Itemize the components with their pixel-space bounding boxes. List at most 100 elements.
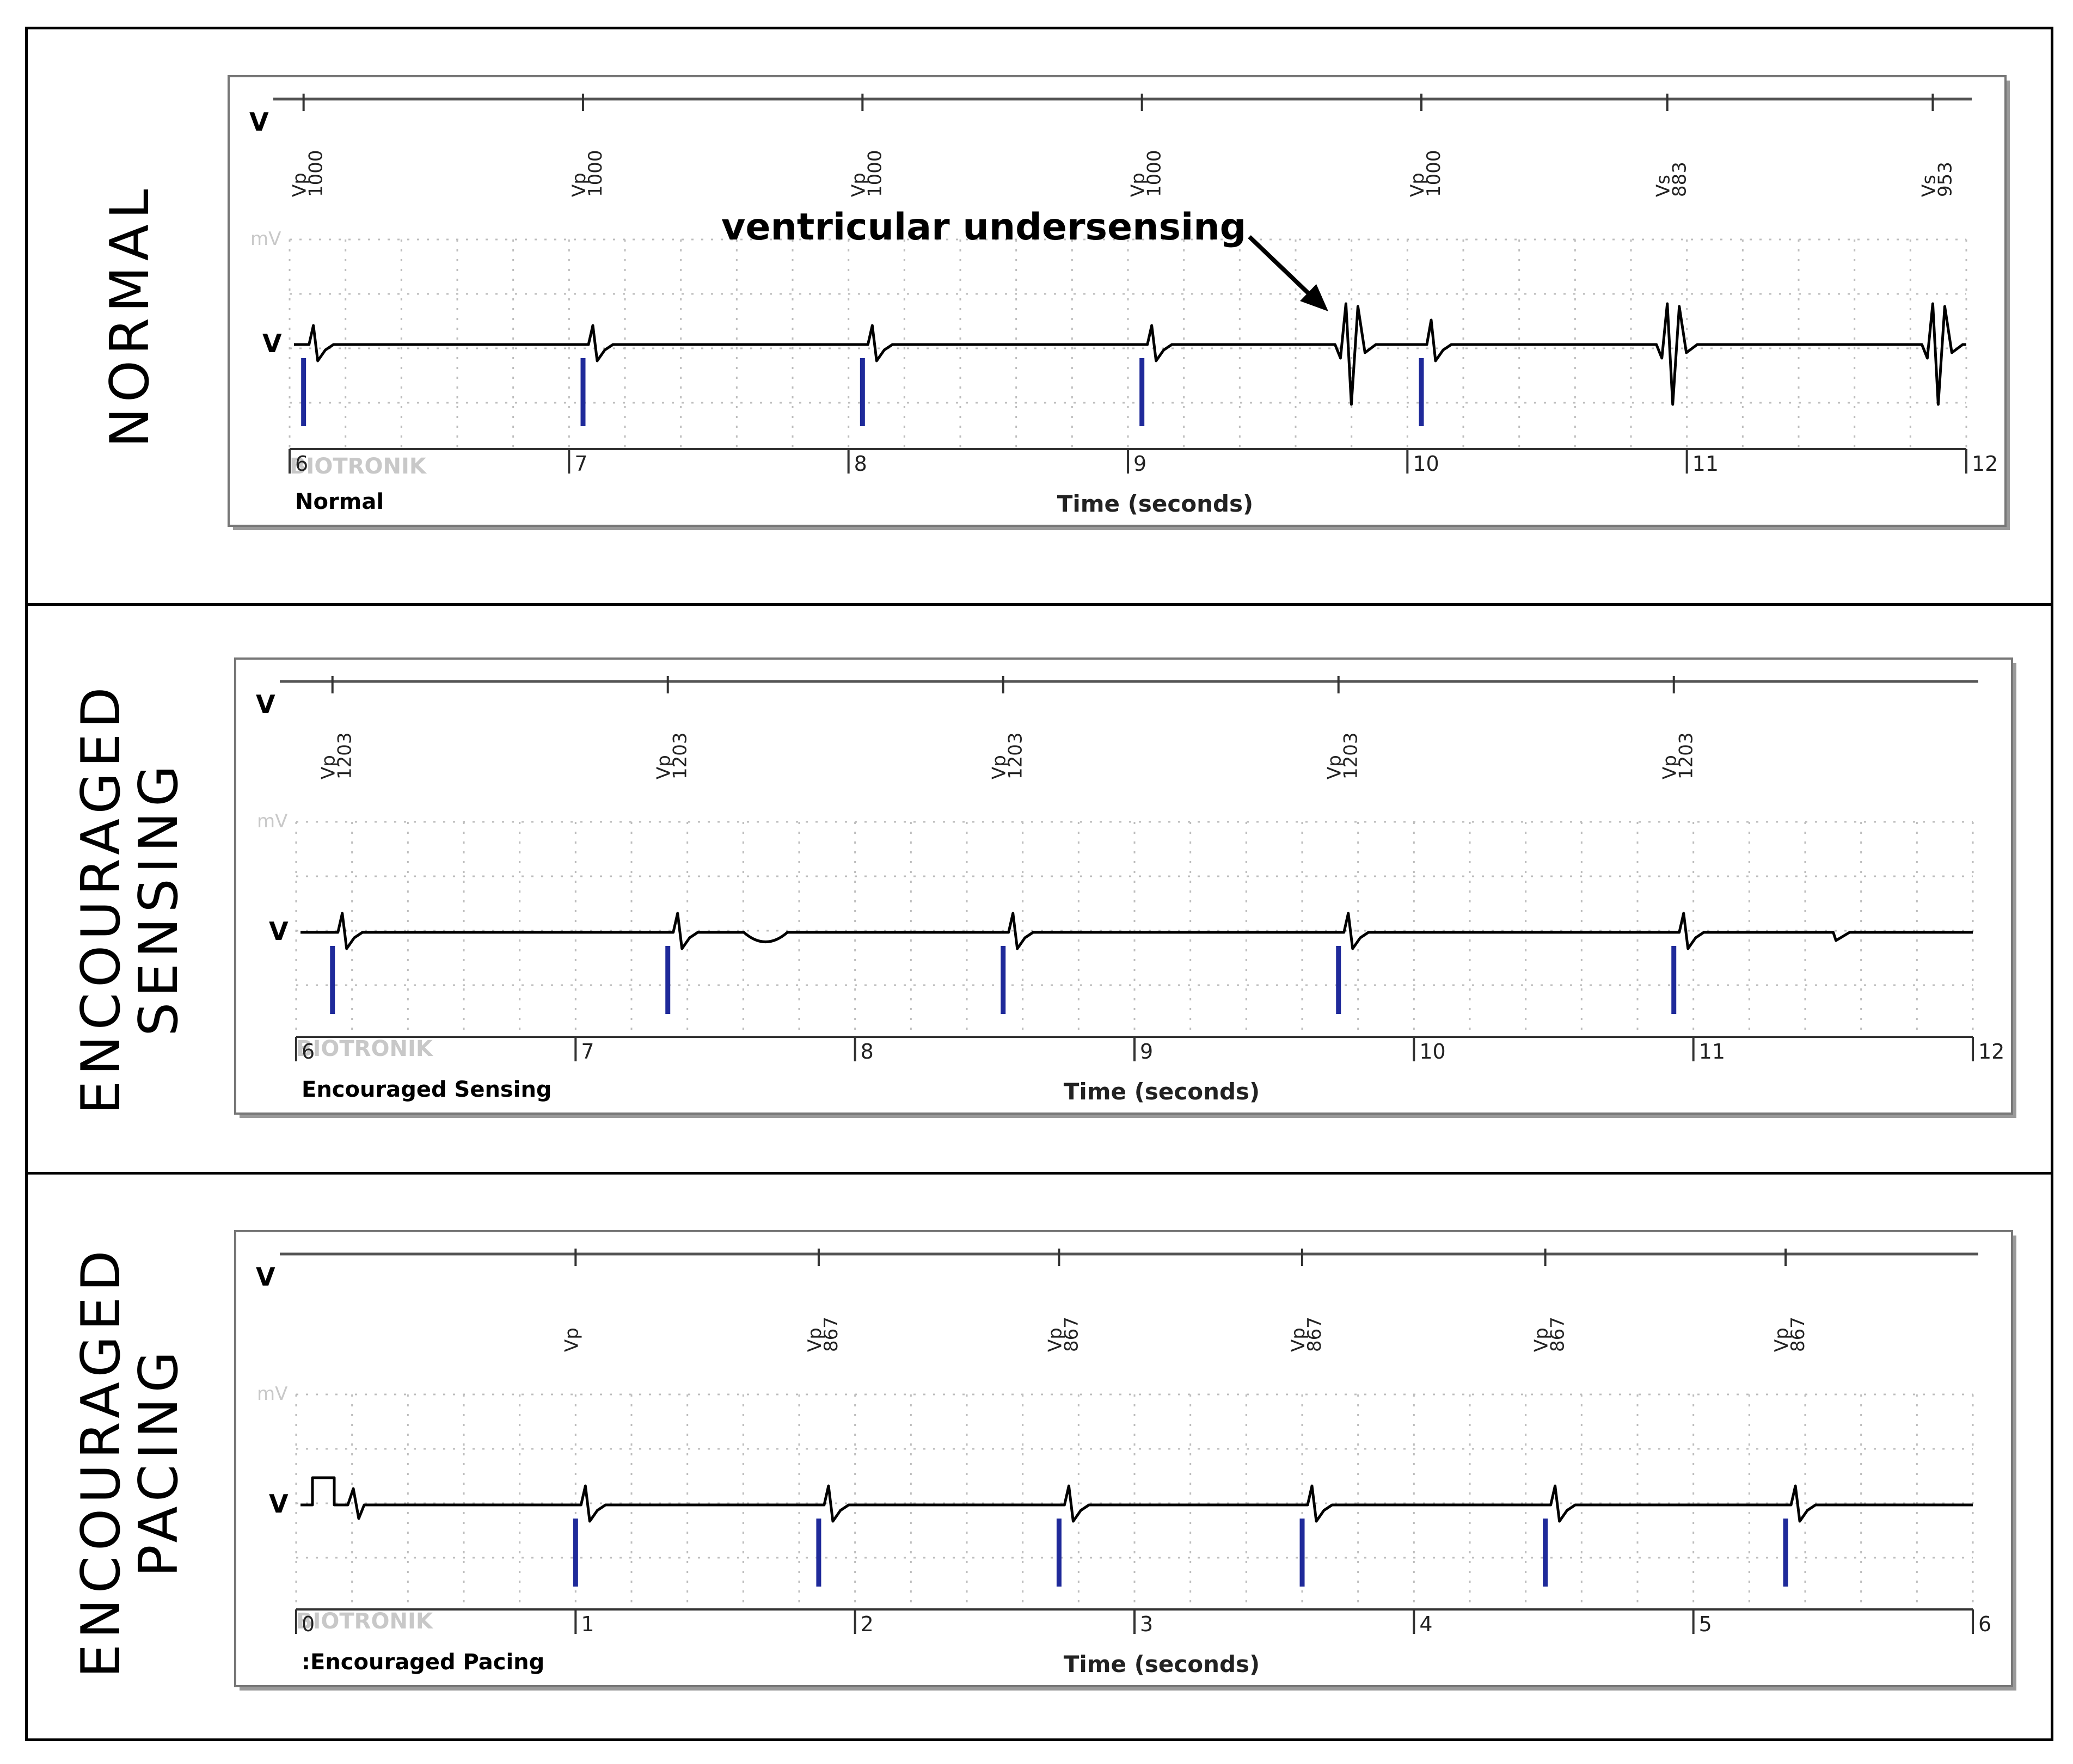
marker-interval: 867 (1304, 1317, 1326, 1352)
watermark-logo: BIOTRONIK (296, 1609, 434, 1634)
marker-type: Vp (289, 173, 311, 197)
time-axis-tick-label: 0 (302, 1612, 315, 1636)
marker-interval: 1000 (1423, 150, 1445, 197)
marker-channel-label: V (249, 107, 269, 137)
time-axis-tick-label: 8 (854, 452, 867, 476)
time-axis-tick-label: 3 (1140, 1612, 1153, 1636)
time-axis-tick-label: 6 (1978, 1612, 1991, 1636)
section-label-encouraged-pacing: ENCOURAGED PACING (70, 1245, 190, 1678)
time-axis-tick-label: 5 (1699, 1612, 1712, 1636)
marker-type: Vp (1531, 1327, 1553, 1352)
time-axis-tick-label: 11 (1699, 1040, 1725, 1064)
time-axis-tick-label: 10 (1419, 1040, 1445, 1064)
marker-type: Vp (1127, 173, 1149, 197)
unit-label: mV (257, 1383, 287, 1405)
marker-type: Vp (1044, 1327, 1066, 1352)
time-axis-tick-label: 4 (1419, 1612, 1432, 1636)
trace-channel-label: V (269, 1489, 289, 1519)
section-label-encouraged-sensing: ENCOURAGED SENSING (70, 681, 190, 1115)
marker-interval: 1000 (305, 150, 327, 197)
time-axis-label: Time (seconds) (1057, 490, 1254, 517)
ecg-trace (300, 912, 1973, 950)
time-axis-tick-label: 6 (302, 1040, 315, 1064)
mode-label: :Encouraged Pacing (302, 1650, 544, 1675)
marker-type: Vp (568, 173, 590, 197)
time-axis-tick-label: 6 (295, 452, 308, 476)
marker-interval: 883 (1669, 162, 1691, 197)
time-axis-tick-label: 12 (1972, 452, 1998, 476)
time-axis-label: Time (seconds) (1064, 1078, 1260, 1105)
time-axis-tick-label: 12 (1978, 1040, 2004, 1064)
marker-type: Vp (318, 755, 340, 779)
time-axis-tick-label: 7 (581, 1040, 594, 1064)
marker-type: Vp (1287, 1327, 1309, 1352)
marker-type: Vs (1653, 175, 1675, 197)
time-axis-tick-label: 2 (861, 1612, 874, 1636)
marker-interval: 1203 (1340, 732, 1362, 779)
marker-type: Vp (1659, 755, 1681, 779)
marker-type: Vp (653, 755, 675, 779)
strip-frame (228, 75, 2007, 527)
marker-type: Vp (848, 173, 869, 197)
ecg-trace (294, 302, 1966, 406)
time-axis-tick-label: 11 (1692, 452, 1719, 476)
section-divider (25, 1172, 2053, 1175)
marker-interval: 1203 (1676, 732, 1697, 779)
unit-label: mV (257, 810, 287, 832)
marker-interval: 1203 (334, 732, 356, 779)
marker-type: Vp (1407, 173, 1428, 197)
figure-frame (25, 27, 2053, 1741)
time-axis-tick-label: 10 (1413, 452, 1439, 476)
marker-interval: 1203 (670, 732, 691, 779)
time-axis-label: Time (seconds) (1064, 1651, 1260, 1677)
section-divider (25, 603, 2053, 606)
marker-interval: 1000 (585, 150, 606, 197)
marker-interval: 1000 (1144, 150, 1166, 197)
marker-interval: 1203 (1005, 732, 1027, 779)
grid (289, 238, 1967, 452)
marker-label-vp: Vp (561, 1327, 582, 1352)
section-label-normal: NORMAL (99, 183, 162, 448)
trace-channel-label: V (269, 917, 289, 946)
strip-frame (234, 657, 2013, 1115)
marker-channel-label: V (256, 1262, 275, 1292)
time-axis-tick-label: 1 (581, 1612, 594, 1636)
marker-interval: 1000 (864, 150, 886, 197)
time-axis-tick-label: 7 (574, 452, 587, 476)
marker-type: Vp (804, 1327, 826, 1352)
marker-interval: 867 (820, 1317, 842, 1352)
time-axis-tick-label: 8 (861, 1040, 874, 1064)
marker-interval: 867 (1547, 1317, 1569, 1352)
marker-interval: 867 (1787, 1317, 1809, 1352)
watermark-logo: BIOTRONIK (296, 1036, 434, 1061)
marker-interval: 867 (1060, 1317, 1082, 1352)
strip-frame (234, 1230, 2013, 1687)
trace-channel-label: V (262, 329, 282, 358)
marker-type: Vp (1771, 1327, 1793, 1352)
time-axis-tick-label: 9 (1133, 452, 1146, 476)
ecg-trace (300, 1476, 1973, 1523)
time-axis-tick-label: 9 (1140, 1040, 1153, 1064)
marker-type: Vs (1918, 175, 1940, 197)
